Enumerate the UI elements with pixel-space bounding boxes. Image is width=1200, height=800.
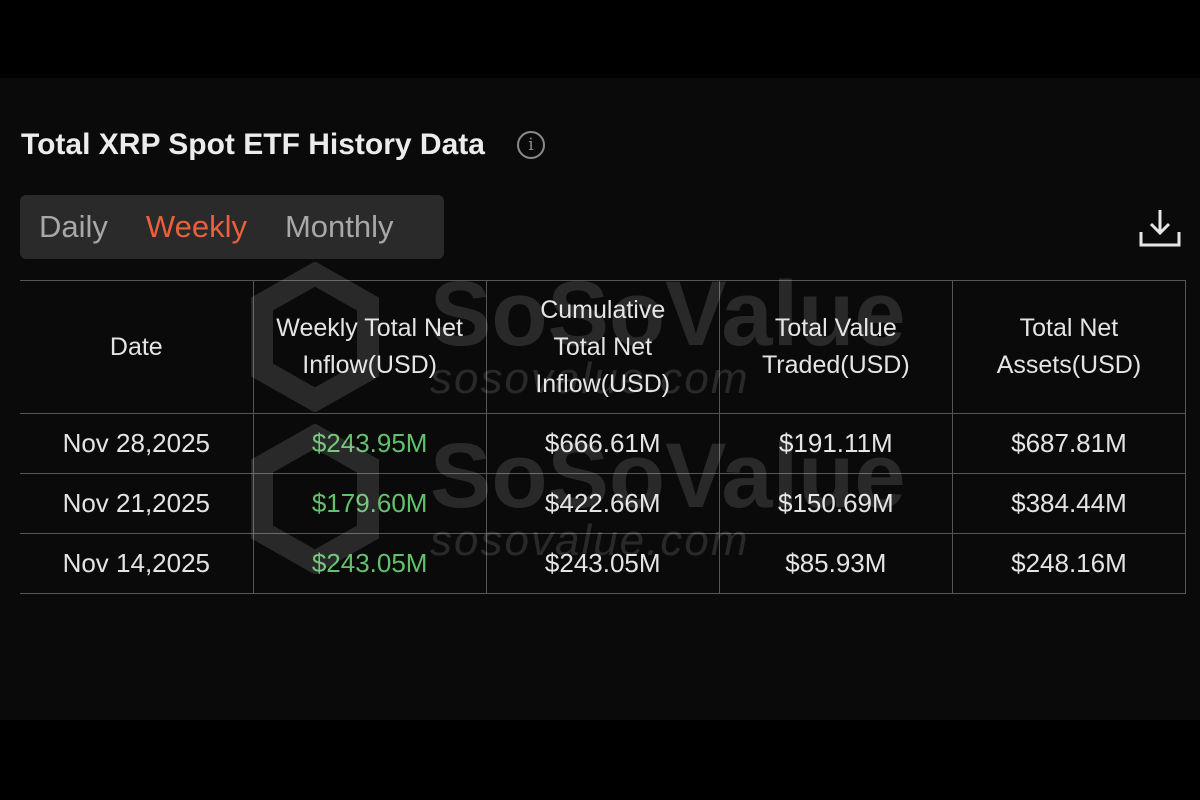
weekly-inflow-cell: $243.05M — [252, 533, 487, 594]
column-header-weekly-inflow: Weekly Total Net Inflow(USD) — [252, 280, 487, 414]
value-traded-cell: $85.93M — [718, 533, 953, 594]
net-assets-cell: $248.16M — [951, 533, 1187, 594]
net-assets-cell: $384.44M — [951, 473, 1187, 534]
net-assets-cell: $687.81M — [951, 413, 1187, 474]
table-row: Nov 28,2025 $243.95M $666.61M $191.11M $… — [20, 413, 1187, 474]
weekly-inflow-cell: $179.60M — [252, 473, 487, 534]
table-row: Nov 14,2025 $243.05M $243.05M $85.93M $2… — [20, 533, 1187, 594]
weekly-inflow-cell: $243.95M — [252, 413, 487, 474]
info-circle-icon[interactable]: i — [517, 131, 545, 159]
date-cell: Nov 14,2025 — [20, 533, 254, 594]
etf-history-table: Date Weekly Total Net Inflow(USD) Cumula… — [20, 280, 1187, 594]
download-icon[interactable] — [1138, 206, 1182, 250]
period-tabs: Daily Weekly Monthly — [20, 195, 444, 259]
table-header-row: Date Weekly Total Net Inflow(USD) Cumula… — [20, 280, 1187, 414]
column-header-date: Date — [20, 280, 254, 414]
value-traded-cell: $150.69M — [718, 473, 953, 534]
cumulative-inflow-cell: $422.66M — [485, 473, 720, 534]
value-traded-cell: $191.11M — [718, 413, 953, 474]
column-header-net-assets: Total Net Assets(USD) — [951, 280, 1187, 414]
tab-weekly[interactable]: Weekly — [145, 209, 247, 244]
column-header-cumulative-inflow: Cumulative Total Net Inflow(USD) — [485, 280, 720, 414]
date-cell: Nov 28,2025 — [20, 413, 254, 474]
cumulative-inflow-cell: $243.05M — [485, 533, 720, 594]
cumulative-inflow-cell: $666.61M — [485, 413, 720, 474]
table-row: Nov 21,2025 $179.60M $422.66M $150.69M $… — [20, 473, 1187, 534]
tab-daily[interactable]: Daily — [39, 209, 108, 244]
tab-monthly[interactable]: Monthly — [284, 209, 394, 244]
column-header-value-traded: Total Value Traded(USD) — [718, 280, 953, 414]
page-title: Total XRP Spot ETF History Data — [21, 128, 485, 161]
date-cell: Nov 21,2025 — [20, 473, 254, 534]
